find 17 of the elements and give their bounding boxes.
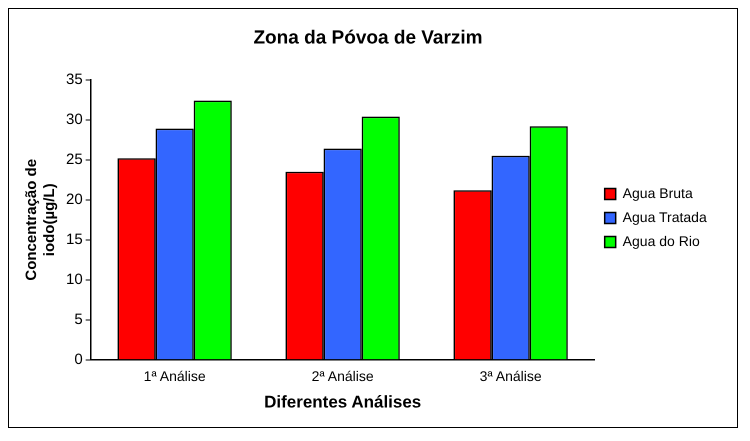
- x-tick-label: 3ª Análise: [480, 368, 542, 384]
- x-tick-label: 2ª Análise: [312, 368, 374, 384]
- y-tick-label: 35: [66, 70, 83, 88]
- y-tick-label: 10: [66, 270, 83, 288]
- y-tick-label: 20: [66, 190, 83, 208]
- y-axis-title: Concentração de iodo(µg/L): [23, 158, 58, 281]
- y-tick-label: 0: [74, 350, 83, 368]
- y-tick-label: 5: [74, 310, 83, 328]
- legend-label: Agua do Rio: [622, 232, 700, 249]
- y-tick-label: 15: [66, 230, 83, 248]
- y-tick-label: 30: [66, 110, 83, 128]
- x-tick-label: 1ª Análise: [144, 368, 206, 384]
- x-axis-title: Diferentes Análises: [264, 392, 422, 412]
- chart-title: Zona da Póvoa de Varzim: [253, 28, 483, 49]
- legend-label: Agua Bruta: [622, 184, 693, 201]
- y-tick-label: 25: [66, 150, 83, 168]
- legend-label: Agua Tratada: [622, 208, 707, 225]
